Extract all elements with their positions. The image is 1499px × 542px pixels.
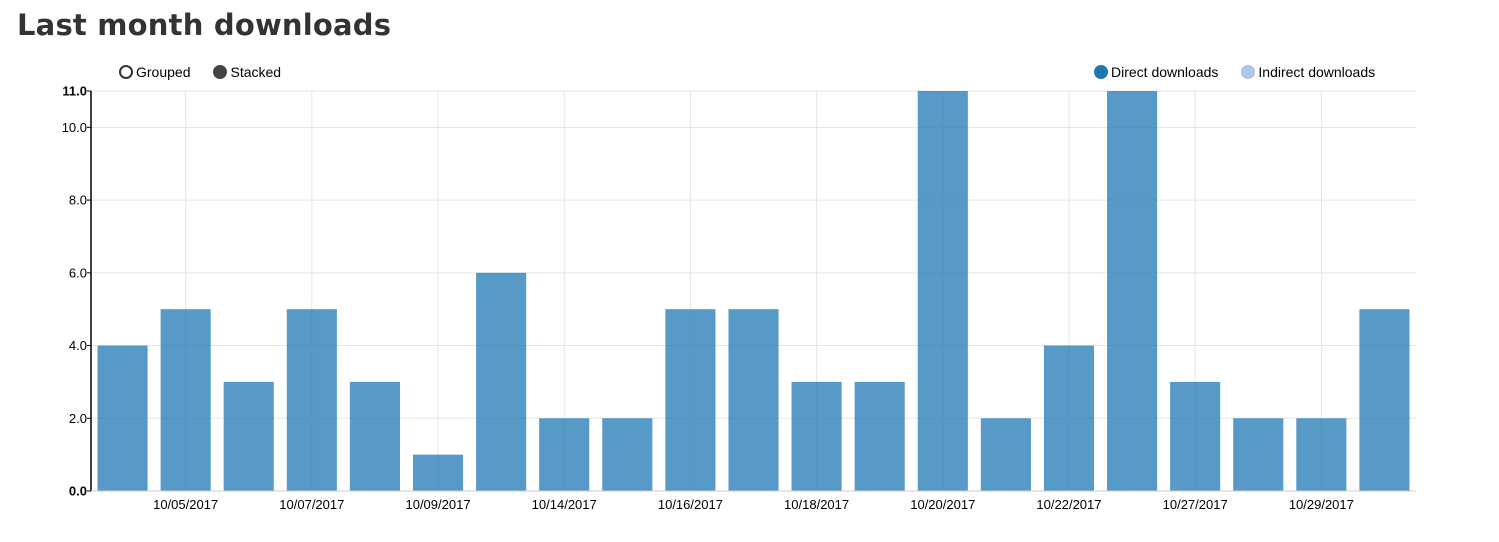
x-tick-label: 10/20/2017 [910,497,975,512]
bar-direct-downloads [728,309,779,491]
chart-mode-controls: Grouped Stacked [119,63,304,81]
legend-label-indirect-downloads: Indirect downloads [1258,64,1376,80]
y-tick-label: 6.0 [69,265,87,280]
bar-direct-downloads [412,454,464,491]
stacked-radio-icon[interactable] [213,65,228,79]
bar-direct-downloads [917,91,968,491]
grouped-radio-icon[interactable] [119,65,133,79]
bar-direct-downloads [791,381,842,491]
chart-legend: Direct downloads Indirect downloads [1094,63,1398,81]
y-tick-label: 11.0 [62,84,87,99]
legend-dot-icon[interactable] [1241,65,1256,79]
stacked-label: Stacked [230,64,282,80]
bar-direct-downloads [539,418,590,491]
x-tick-label: 10/14/2017 [532,497,597,512]
y-tick-label: 10.0 [62,120,87,135]
stacked-option[interactable]: Stacked [213,63,281,81]
y-tick-label: 8.0 [69,193,87,208]
legend-dot-icon[interactable] [1094,65,1108,79]
legend-label-direct-downloads: Direct downloads [1111,64,1219,80]
bar-direct-downloads [286,309,337,491]
bar-direct-downloads [665,309,716,491]
legend-item-direct-downloads[interactable]: Direct downloads [1094,63,1218,81]
x-tick-label: 10/07/2017 [279,497,344,512]
bar-direct-downloads [349,381,400,491]
x-tick-label: 10/29/2017 [1289,497,1354,512]
bar-direct-downloads [1233,418,1284,491]
grouped-option[interactable]: Grouped [119,63,190,81]
x-tick-label: 10/05/2017 [153,497,218,512]
bar-direct-downloads [97,345,148,491]
y-tick-label: 4.0 [69,338,87,353]
bar-direct-downloads [980,418,1031,491]
bar-direct-downloads [223,381,274,491]
legend-item-indirect-downloads[interactable]: Indirect downloads [1241,63,1375,81]
bar-direct-downloads [854,381,905,491]
bar-direct-downloads [476,272,527,491]
y-tick-label: 0.0 [69,484,87,499]
x-tick-label: 10/18/2017 [784,497,849,512]
grouped-label: Grouped [136,64,191,80]
bar-direct-downloads [602,418,653,491]
bar-direct-downloads [1107,91,1158,491]
x-tick-label: 10/27/2017 [1163,497,1228,512]
y-tick-label: 2.0 [69,411,87,426]
x-tick-label: 10/22/2017 [1036,497,1101,512]
x-tick-label: 10/16/2017 [658,497,723,512]
page-title: Last month downloads [17,8,392,42]
bar-direct-downloads [1043,345,1095,491]
bar-direct-downloads [160,309,211,491]
bar-direct-downloads [1359,309,1410,491]
bar-direct-downloads [1170,381,1221,491]
bar-direct-downloads [1296,418,1347,491]
x-tick-label: 10/09/2017 [405,497,470,512]
